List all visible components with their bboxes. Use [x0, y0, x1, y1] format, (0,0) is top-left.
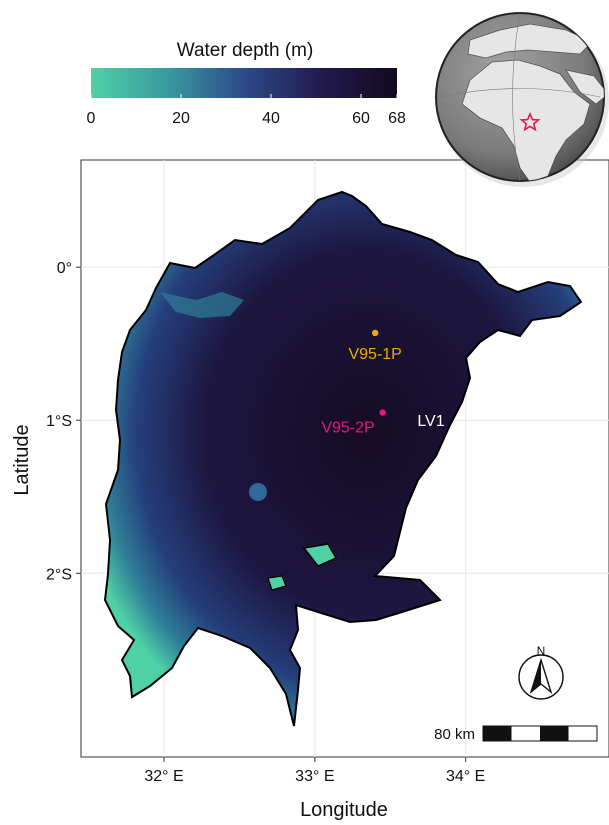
legend-colorbar	[91, 68, 397, 98]
site-label: V95-2P	[321, 420, 374, 437]
y-tick-label: 0°	[57, 260, 72, 277]
legend-tick-label: 0	[87, 110, 96, 127]
globe-arabia	[565, 69, 604, 105]
legend-tick-label: 20	[172, 110, 190, 127]
legend-tick-label: 68	[388, 110, 406, 127]
site-marker	[379, 409, 386, 416]
y-axis-label: Latitude	[11, 424, 33, 495]
legend-ticks: 0 20 40 60 68	[87, 94, 406, 127]
site-label: V95-1P	[348, 346, 401, 363]
north-arrow: N	[518, 644, 564, 700]
locator-globe	[435, 12, 609, 187]
x-tick-label: 32° E	[144, 768, 183, 785]
y-axis-ticks: 0° 1°S 2°S	[46, 260, 81, 583]
x-axis-label: Longitude	[300, 799, 388, 821]
x-tick-label: 34° E	[446, 768, 485, 785]
x-axis-ticks: 32° E 33° E 34° E	[144, 757, 485, 785]
core-sites: V95-1P V95-2P LV1	[321, 329, 454, 438]
site-marker	[447, 430, 454, 438]
lake-bay	[160, 292, 244, 318]
scale-bar: 80 km	[434, 725, 598, 743]
north-arrow-ring	[518, 654, 564, 700]
site-marker	[371, 329, 379, 337]
lake-island	[302, 543, 338, 567]
legend-tick-label: 60	[352, 110, 370, 127]
north-arrow-label: N	[537, 644, 546, 658]
scale-bar-label: 80 km	[434, 726, 475, 743]
north-arrow-fill	[531, 660, 541, 692]
globe-europe	[467, 23, 593, 59]
legend-title: Water depth (m)	[177, 40, 314, 61]
lake-island	[267, 575, 287, 591]
site-label: LV1	[417, 413, 444, 430]
x-tick-label: 33° E	[295, 768, 334, 785]
location-star-icon	[519, 111, 541, 132]
y-tick-label: 1°S	[46, 413, 72, 430]
lake-shoal	[249, 483, 267, 501]
globe-graticule	[439, 13, 601, 181]
depth-legend: Water depth (m) 0 20 40 60 68	[87, 40, 406, 127]
lake-body	[103, 190, 583, 727]
lake-victoria	[103, 190, 583, 727]
legend-tick-label: 40	[262, 110, 280, 127]
y-tick-label: 2°S	[46, 566, 72, 583]
